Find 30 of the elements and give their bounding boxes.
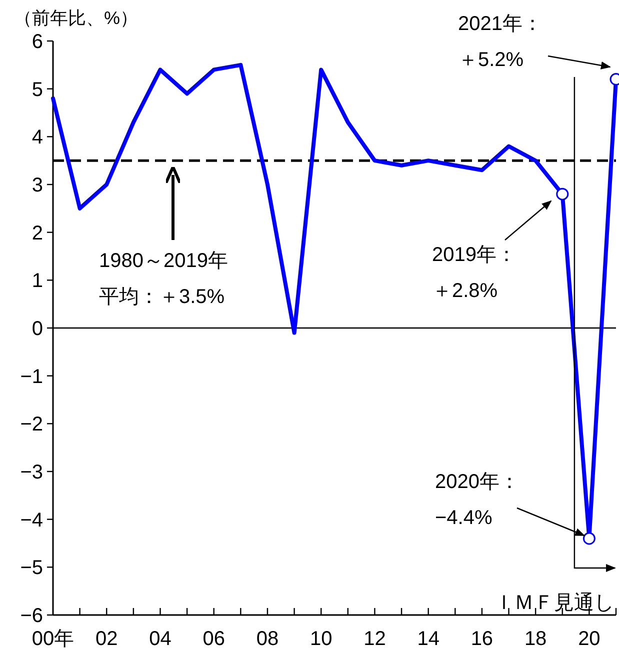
y-tick-label: 5 bbox=[32, 78, 43, 101]
x-tick-label: 04 bbox=[149, 628, 172, 650]
x-tick-label: 16 bbox=[470, 628, 494, 650]
y-tick-label: −4 bbox=[20, 509, 43, 532]
annotation: ＩＭＦ見通し bbox=[494, 592, 614, 614]
annotation: 1980～2019年平均：＋3.5% bbox=[99, 250, 228, 308]
y-tick-label: 2 bbox=[32, 222, 43, 244]
y-axis-title: （前年比、%） bbox=[14, 8, 138, 28]
x-tick-label: 10 bbox=[310, 628, 332, 650]
y-tick-label: −5 bbox=[20, 557, 43, 580]
x-tick-label: 20 bbox=[578, 628, 600, 650]
x-tick-label: 14 bbox=[417, 628, 440, 650]
x-tick-label: 18 bbox=[524, 628, 547, 650]
annotation: 2020年：−4.4% bbox=[435, 471, 520, 529]
x-tick-label: 00年 bbox=[32, 628, 74, 650]
y-tick-label: 1 bbox=[32, 270, 43, 292]
annotation: 2021年：＋5.2% bbox=[458, 13, 542, 71]
y-tick-label: 3 bbox=[32, 174, 43, 196]
annotation: 2019年：＋2.8% bbox=[432, 244, 516, 302]
y-tick-label: −6 bbox=[20, 605, 43, 627]
y-tick-label: −1 bbox=[20, 366, 43, 388]
x-tick-label: 08 bbox=[256, 628, 279, 650]
x-tick-label: 02 bbox=[95, 628, 118, 650]
x-tick-label: 06 bbox=[202, 628, 225, 650]
y-tick-label: −2 bbox=[20, 414, 43, 436]
y-tick-label: −3 bbox=[20, 462, 43, 484]
x-tick-label: 12 bbox=[364, 628, 386, 650]
y-tick-label: 4 bbox=[32, 126, 43, 149]
y-tick-label: 0 bbox=[32, 318, 43, 340]
y-tick-label: 6 bbox=[32, 31, 43, 53]
